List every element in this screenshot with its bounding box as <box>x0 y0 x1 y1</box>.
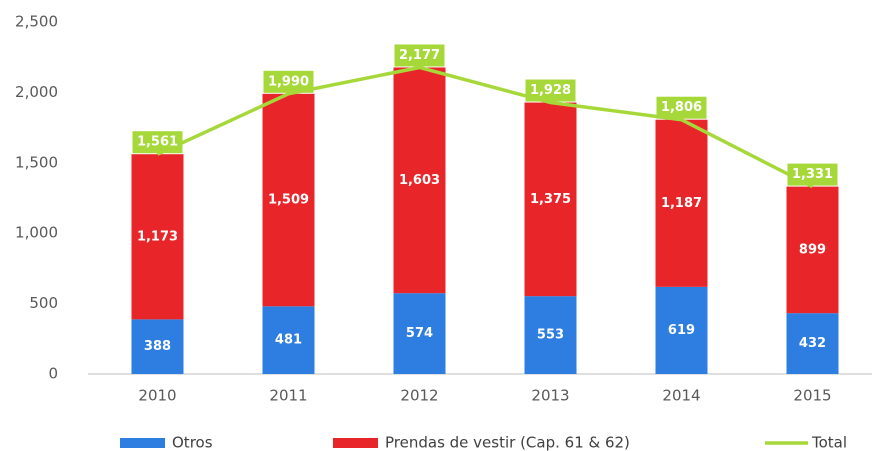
total-label-box <box>787 163 838 186</box>
bar-label: 481 <box>275 333 302 348</box>
total-label-box <box>263 70 314 93</box>
legend-label: Total <box>811 434 847 451</box>
x-tick-label: 2014 <box>662 387 700 405</box>
bar-label: 1,187 <box>661 196 702 211</box>
bar-label: 899 <box>799 242 826 257</box>
bar-segment <box>393 293 446 374</box>
legend-label: Otros <box>172 434 213 451</box>
bar-segment <box>524 102 577 297</box>
legend-label: Prendas de vestir (Cap. 61 & 62) <box>385 434 630 451</box>
bar-segment <box>786 313 839 374</box>
bar-segment <box>393 67 446 294</box>
bar-label: 553 <box>537 328 564 343</box>
bar-segment <box>786 186 839 314</box>
total-label: 1,928 <box>530 83 571 98</box>
bar-segment <box>655 286 708 374</box>
bar-label: 619 <box>668 323 695 338</box>
total-label: 2,177 <box>399 48 440 63</box>
bar-segment <box>262 93 315 307</box>
bar-segment <box>262 306 315 374</box>
x-tick-label: 2012 <box>400 387 438 405</box>
legend-swatch <box>333 438 378 448</box>
x-tick-label: 2010 <box>138 387 176 405</box>
y-tick-label: 2,500 <box>15 13 58 31</box>
legend-swatch <box>120 438 165 448</box>
y-tick-label: 0 <box>48 365 58 383</box>
bar-label: 388 <box>144 339 171 354</box>
y-tick-label: 2,000 <box>15 83 58 101</box>
y-tick-label: 1,500 <box>15 153 58 171</box>
x-tick-label: 2011 <box>269 387 307 405</box>
total-label: 1,331 <box>792 167 833 182</box>
total-label-box <box>525 79 576 102</box>
bar-segment <box>655 119 708 287</box>
bar-segment <box>131 154 184 320</box>
bar-label: 1,173 <box>137 229 178 244</box>
x-tick-label: 2013 <box>531 387 569 405</box>
x-tick-label: 2015 <box>793 387 831 405</box>
total-label: 1,990 <box>268 74 309 89</box>
bar-segment <box>131 319 184 374</box>
total-line <box>156 65 814 189</box>
bar-segment <box>524 296 577 374</box>
total-label-box <box>656 96 707 119</box>
bar-label: 1,509 <box>268 193 309 208</box>
y-tick-label: 1,000 <box>15 224 58 242</box>
bar-label: 574 <box>406 326 433 341</box>
bar-label: 1,375 <box>530 192 571 207</box>
total-label: 1,806 <box>661 100 702 115</box>
total-label-box <box>394 44 445 67</box>
total-label-box <box>132 131 183 154</box>
total-label: 1,561 <box>137 135 178 150</box>
bar-label: 432 <box>799 336 826 351</box>
y-tick-label: 500 <box>29 294 58 312</box>
bar-label: 1,603 <box>399 173 440 188</box>
